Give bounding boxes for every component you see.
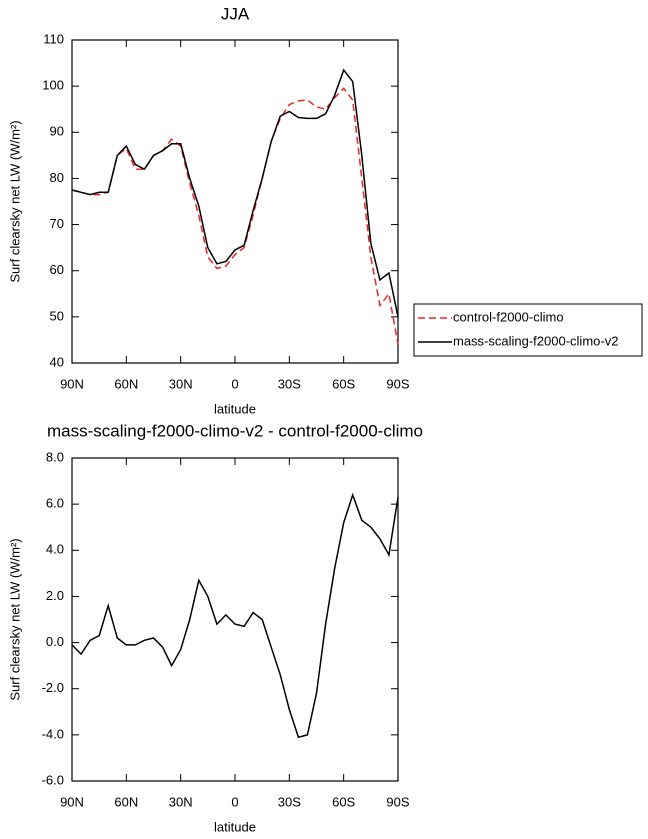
y-tick-label: 100 <box>42 78 64 93</box>
y-tick-label: 0.0 <box>46 634 64 649</box>
y-tick-label: 8.0 <box>46 449 64 464</box>
y-tick-label: 110 <box>43 31 64 46</box>
y-tick-label: -6.0 <box>42 772 64 787</box>
y-tick-label: 2.0 <box>46 588 64 603</box>
x-tick-label: 90N <box>60 794 84 809</box>
x-axis-label: latitude <box>214 401 256 416</box>
legend-box <box>413 303 643 357</box>
y-tick-label: -4.0 <box>42 726 64 741</box>
x-tick-label: 90S <box>386 376 409 391</box>
y-tick-label: 70 <box>50 216 64 231</box>
plot-frame <box>71 457 399 782</box>
y-tick-label: 6.0 <box>46 496 64 511</box>
x-tick-label: 60S <box>332 376 355 391</box>
legend-label: mass-scaling-f2000-climo-v2 <box>453 333 618 348</box>
x-tick-label: 60S <box>332 794 355 809</box>
data-line <box>71 87 399 345</box>
y-tick-label: -2.0 <box>42 680 64 695</box>
data-line <box>71 68 399 318</box>
x-axis-label: latitude <box>214 819 256 834</box>
x-tick-label: 30S <box>278 794 301 809</box>
y-axis-label: Surf clearsky net LW (W/m²) <box>7 538 22 700</box>
plot-frame <box>71 39 399 364</box>
x-tick-label: 60N <box>114 794 138 809</box>
y-tick-label: 80 <box>50 170 64 185</box>
x-tick-label: 90S <box>386 794 409 809</box>
y-tick-label: 90 <box>50 124 64 139</box>
x-tick-label: 0 <box>231 376 238 391</box>
y-tick-label: 40 <box>50 354 64 369</box>
y-tick-label: 4.0 <box>46 542 64 557</box>
legend-label: control-f2000-climo <box>453 309 564 324</box>
chart-title: mass-scaling-f2000-climo-v2 - control-f2… <box>47 421 423 440</box>
chart-title: JJA <box>221 4 250 23</box>
x-tick-label: 30N <box>169 376 193 391</box>
x-tick-label: 0 <box>231 794 238 809</box>
x-tick-label: 30N <box>169 794 193 809</box>
x-tick-label: 30S <box>278 376 301 391</box>
y-axis-label: Surf clearsky net LW (W/m²) <box>7 120 22 282</box>
y-tick-label: 60 <box>50 262 64 277</box>
x-tick-label: 60N <box>114 376 138 391</box>
x-tick-label: 90N <box>60 376 84 391</box>
y-tick-label: 50 <box>50 308 64 323</box>
data-line <box>71 492 399 739</box>
